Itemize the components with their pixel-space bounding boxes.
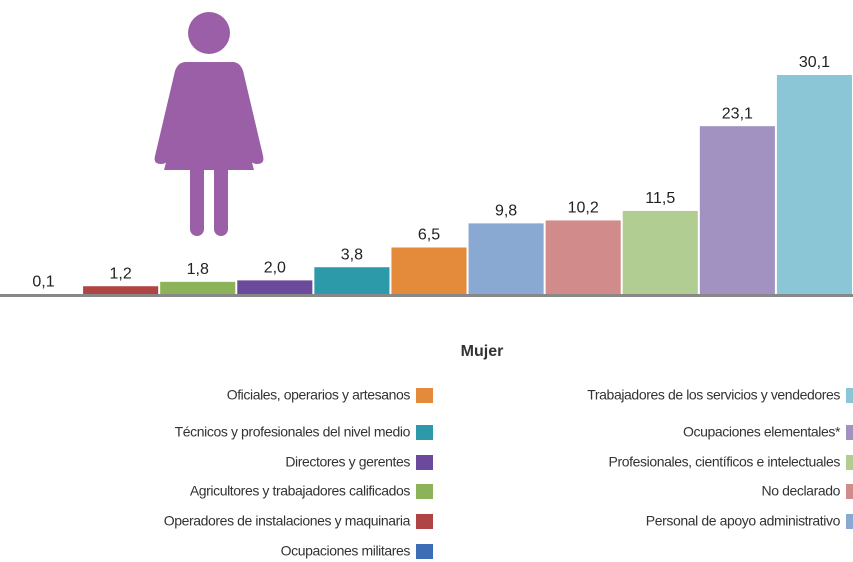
legend-swatch <box>416 425 433 440</box>
legend-title: Mujer <box>461 343 504 360</box>
bar <box>83 286 159 295</box>
legend-label: Ocupaciones militares <box>281 543 411 559</box>
bar <box>468 223 544 295</box>
value-label: 30,1 <box>799 54 830 71</box>
legend-label: Trabajadores de los servicios y vendedor… <box>587 387 840 403</box>
value-label: 10,2 <box>568 200 599 217</box>
legend-label: No declarado <box>762 483 841 499</box>
bar <box>776 75 852 295</box>
value-label: 9,8 <box>495 203 517 220</box>
value-label: 0,1 <box>32 273 54 290</box>
legend-swatch <box>846 484 853 499</box>
bar <box>391 247 467 295</box>
legend-label: Agricultores y trabajadores calificados <box>190 483 411 499</box>
legend-label: Ocupaciones elementales* <box>683 424 841 440</box>
legend-label: Directores y gerentes <box>285 454 410 470</box>
legend-swatch <box>416 388 433 403</box>
legend-label: Técnicos y profesionales del nivel medio <box>175 424 411 440</box>
legend-swatch <box>416 544 433 559</box>
legend-swatch <box>416 455 433 470</box>
bar <box>237 280 313 295</box>
bar <box>622 210 698 295</box>
legend-label: Personal de apoyo administrativo <box>646 513 841 529</box>
legend-swatch <box>846 514 853 529</box>
value-label: 23,1 <box>722 105 753 122</box>
woman-icon <box>154 12 264 236</box>
bar <box>314 267 390 295</box>
value-label: 3,8 <box>341 246 363 263</box>
legend-swatch <box>846 425 853 440</box>
legend-label: Operadores de instalaciones y maquinaria <box>164 513 411 529</box>
value-label: 6,5 <box>418 227 440 244</box>
legend-swatch <box>846 388 853 403</box>
legend-swatch <box>416 514 433 529</box>
bar <box>160 281 236 295</box>
value-label: 1,2 <box>110 265 132 282</box>
value-label: 1,8 <box>187 261 209 278</box>
legend-label: Oficiales, operarios y artesanos <box>227 387 411 403</box>
value-label: 2,0 <box>264 260 286 277</box>
legend-swatch <box>416 484 433 499</box>
bar <box>699 126 775 296</box>
legend-label: Profesionales, científicos e intelectual… <box>609 454 841 470</box>
value-label: 11,5 <box>645 190 675 207</box>
legend-swatch <box>846 455 853 470</box>
bar <box>545 220 621 295</box>
baseline <box>0 294 853 297</box>
